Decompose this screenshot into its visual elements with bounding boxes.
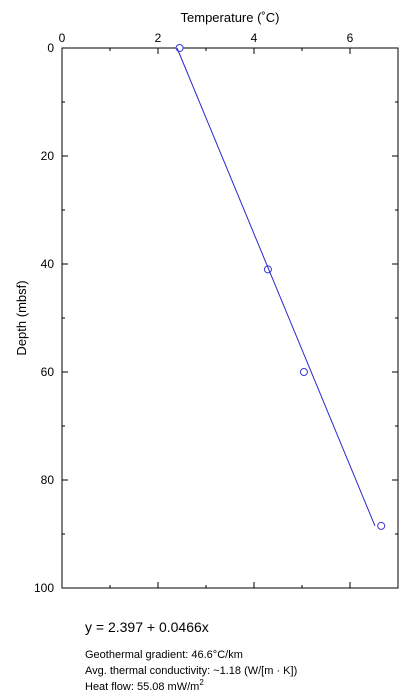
x-tick-label: 2 (155, 31, 162, 45)
y-axis-label: Depth (mbsf) (14, 280, 29, 355)
fit-line (176, 47, 376, 527)
heat-flow: Heat flow: 55.08 mW/m2 (85, 678, 204, 693)
y-tick-label: 100 (34, 581, 54, 595)
y-tick-label: 40 (41, 257, 55, 271)
y-tick-label: 20 (41, 149, 55, 163)
x-tick-label: 0 (59, 31, 66, 45)
heat-flow-text: Heat flow: 55.08 mW/m (85, 681, 199, 693)
data-point (299, 368, 308, 376)
x-tick-label: 4 (251, 31, 258, 45)
data-point (377, 521, 386, 530)
heat-flow-sup: 2 (199, 678, 204, 687)
y-tick-label: 0 (47, 41, 54, 55)
x-axis-label: Temperature (˚C) (181, 10, 280, 25)
y-tick-label: 60 (41, 365, 55, 379)
equation: y = 2.397 + 0.0466x (85, 619, 209, 635)
x-tick-label: 6 (347, 31, 354, 45)
plot-frame (61, 47, 399, 589)
note: Geothermal gradient: 46.6°C/km (85, 649, 243, 661)
y-tick-label: 80 (41, 473, 55, 487)
note: Avg. thermal conductivity: ~1.18 (W/[m ·… (85, 665, 297, 677)
